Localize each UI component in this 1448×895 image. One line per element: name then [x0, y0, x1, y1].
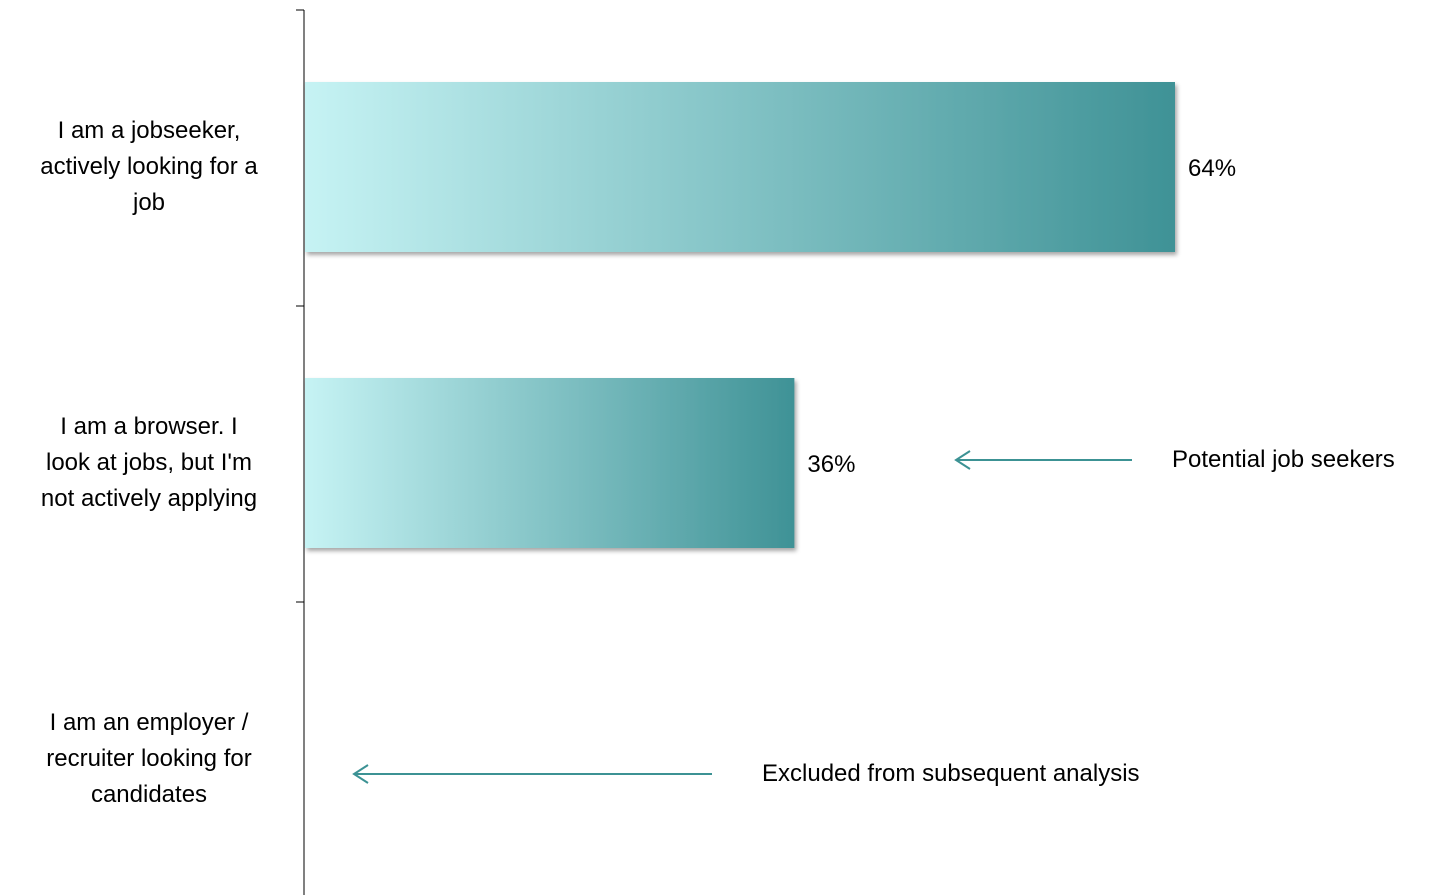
annotation-text: Potential job seekers	[1172, 446, 1395, 473]
annotation-text: Excluded from subsequent analysis	[762, 760, 1140, 787]
category-label-line: candidates	[90, 781, 208, 808]
category-label-line: I am a browser. I	[60, 413, 238, 440]
category-label-line: recruiter looking for	[46, 745, 252, 772]
category-label-line: not actively applying	[40, 485, 258, 512]
category-label-line: actively looking for a	[40, 153, 258, 180]
bar	[305, 82, 1175, 252]
category-label: I am a browser. I look at jobs, but I'm no…	[4, 409, 294, 517]
category-label-line: job	[132, 189, 166, 216]
data-label: 64%	[1188, 155, 1236, 182]
category-label: I am a jobseeker, actively looking for a j…	[4, 113, 294, 221]
category-label-line: I am a jobseeker,	[57, 117, 241, 144]
category-label-line: look at jobs, but I'm	[45, 449, 252, 476]
annotation-arrow	[352, 764, 712, 784]
annotation-arrow	[954, 450, 1132, 470]
data-label: 36%	[807, 451, 855, 478]
category-label-line: I am an employer /	[49, 709, 249, 736]
bar	[305, 378, 795, 548]
category-label: I am an employer / recruiter looking for c…	[4, 705, 294, 813]
